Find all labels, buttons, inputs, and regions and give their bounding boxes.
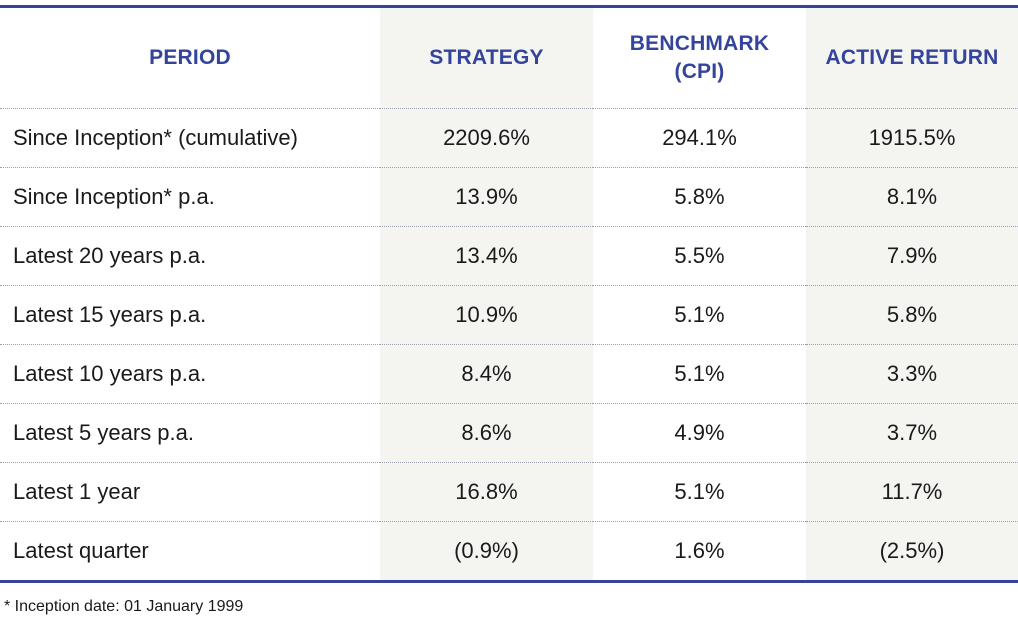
cell-period: Latest 10 years p.a.: [0, 344, 380, 404]
cell-strategy: 10.9%: [380, 285, 593, 345]
cell-benchmark: 5.1%: [593, 462, 806, 522]
cell-active-return: 11.7%: [806, 462, 1018, 522]
header-benchmark-line2: (CPI): [674, 60, 725, 83]
header-benchmark-line1: BENCHMARK: [629, 32, 770, 55]
table-row: Latest quarter (0.9%) 1.6% (2.5%): [0, 521, 1018, 580]
cell-active-return: 8.1%: [806, 167, 1018, 227]
table-row: Since Inception* p.a. 13.9% 5.8% 8.1%: [0, 167, 1018, 227]
table-bottom-rule: [0, 580, 1018, 583]
cell-active-return: 3.7%: [806, 403, 1018, 463]
performance-table: PERIOD STRATEGY BENCHMARK (CPI) ACTIVE R…: [0, 8, 1018, 580]
cell-strategy: (0.9%): [380, 521, 593, 580]
cell-benchmark: 294.1%: [593, 108, 806, 168]
cell-active-return: (2.5%): [806, 521, 1018, 580]
cell-benchmark: 5.1%: [593, 285, 806, 345]
cell-active-return: 7.9%: [806, 226, 1018, 286]
cell-period: Latest 15 years p.a.: [0, 285, 380, 345]
cell-period: Latest 5 years p.a.: [0, 403, 380, 463]
table-row: Latest 5 years p.a. 8.6% 4.9% 3.7%: [0, 403, 1018, 463]
header-period: PERIOD: [0, 8, 380, 109]
cell-strategy: 13.4%: [380, 226, 593, 286]
cell-benchmark: 5.1%: [593, 344, 806, 404]
cell-strategy: 16.8%: [380, 462, 593, 522]
table-top-rule: [0, 5, 1018, 8]
cell-period: Since Inception* p.a.: [0, 167, 380, 227]
cell-benchmark: 5.8%: [593, 167, 806, 227]
header-benchmark: BENCHMARK (CPI): [593, 8, 806, 109]
cell-strategy: 8.6%: [380, 403, 593, 463]
cell-benchmark: 1.6%: [674, 538, 725, 563]
table-body: Since Inception* (cumulative) 2209.6% 29…: [0, 108, 1018, 580]
header-active-return: ACTIVE RETURN: [806, 8, 1018, 109]
table-row: Latest 15 years p.a. 10.9% 5.1% 5.8%: [0, 285, 1018, 345]
inception-footnote: * Inception date: 01 January 1999: [4, 598, 244, 615]
table-header-row: PERIOD STRATEGY BENCHMARK (CPI) ACTIVE R…: [0, 8, 1018, 109]
cell-period: Since Inception* (cumulative): [0, 108, 380, 168]
table-row: Latest 1 year 16.8% 5.1% 11.7%: [0, 462, 1018, 522]
cell-strategy: 13.9%: [380, 167, 593, 227]
cell-active-return: 5.8%: [806, 285, 1018, 345]
performance-table-wrapper: PERIOD STRATEGY BENCHMARK (CPI) ACTIVE R…: [0, 5, 1018, 583]
table-row: Latest 10 years p.a. 8.4% 5.1% 3.3%: [0, 344, 1018, 404]
cell-period: Latest 20 years p.a.: [0, 226, 380, 286]
cell-active-return: 3.3%: [806, 344, 1018, 404]
cell-strategy: 2209.6%: [380, 108, 593, 168]
cell-period: Latest quarter: [13, 538, 149, 563]
header-strategy: STRATEGY: [380, 8, 593, 109]
cell-period: Latest 1 year: [0, 462, 380, 522]
table-row: Since Inception* (cumulative) 2209.6% 29…: [0, 108, 1018, 168]
table-row: Latest 20 years p.a. 13.4% 5.5% 7.9%: [0, 226, 1018, 286]
cell-strategy: 8.4%: [380, 344, 593, 404]
cell-benchmark: 4.9%: [593, 403, 806, 463]
cell-active-return: 1915.5%: [806, 108, 1018, 168]
cell-benchmark: 5.5%: [593, 226, 806, 286]
